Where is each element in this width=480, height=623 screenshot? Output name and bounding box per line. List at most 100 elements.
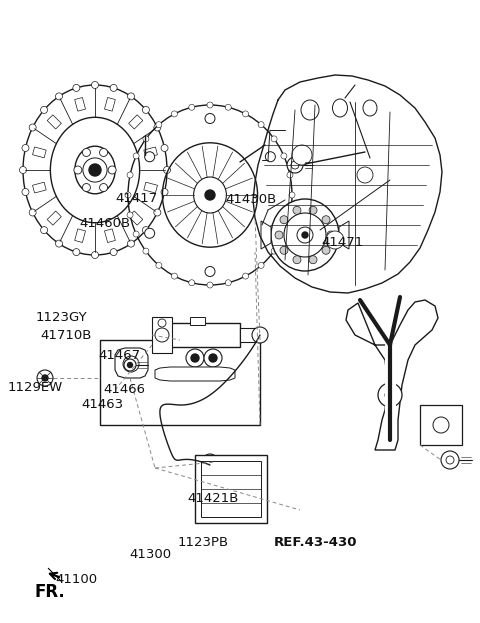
Text: 41710B: 41710B (41, 329, 92, 341)
Text: REF.43-430: REF.43-430 (274, 536, 357, 548)
Circle shape (385, 390, 395, 400)
Circle shape (326, 231, 344, 249)
Polygon shape (129, 211, 143, 225)
Circle shape (242, 111, 249, 117)
Polygon shape (144, 147, 157, 158)
Circle shape (155, 328, 169, 342)
Bar (100, 340, 260, 425)
Circle shape (293, 255, 301, 264)
Circle shape (271, 248, 277, 254)
Polygon shape (47, 115, 61, 129)
Polygon shape (115, 348, 148, 378)
Circle shape (205, 267, 215, 277)
Circle shape (191, 354, 199, 362)
Circle shape (207, 102, 213, 108)
Circle shape (327, 231, 335, 239)
Circle shape (204, 349, 222, 367)
Circle shape (92, 252, 98, 259)
Text: 41460B: 41460B (79, 217, 131, 229)
Circle shape (171, 273, 178, 279)
Circle shape (281, 231, 287, 237)
Circle shape (154, 124, 161, 131)
Polygon shape (339, 221, 349, 249)
Ellipse shape (271, 199, 339, 271)
Circle shape (433, 417, 449, 433)
Circle shape (287, 157, 303, 173)
Text: 41417: 41417 (115, 192, 157, 204)
Circle shape (209, 354, 217, 362)
Polygon shape (261, 221, 271, 249)
Circle shape (242, 273, 249, 279)
Polygon shape (346, 300, 438, 450)
Circle shape (441, 451, 459, 469)
Circle shape (309, 255, 317, 264)
Circle shape (74, 166, 82, 174)
Circle shape (128, 240, 134, 247)
Circle shape (258, 262, 264, 269)
Circle shape (252, 327, 268, 343)
Circle shape (207, 282, 213, 288)
Circle shape (108, 166, 116, 174)
Circle shape (446, 456, 454, 464)
Text: 1123PB: 1123PB (178, 536, 229, 548)
Circle shape (309, 206, 317, 214)
Circle shape (154, 209, 161, 216)
Text: 1123GY: 1123GY (36, 312, 88, 324)
Polygon shape (129, 115, 143, 129)
Circle shape (205, 190, 215, 200)
Circle shape (133, 153, 139, 159)
Circle shape (125, 192, 131, 198)
Circle shape (110, 84, 117, 92)
Circle shape (144, 228, 155, 238)
Circle shape (292, 145, 312, 165)
Circle shape (258, 121, 264, 128)
Circle shape (144, 152, 155, 162)
Circle shape (287, 212, 293, 218)
Circle shape (89, 164, 101, 176)
Text: 41467: 41467 (98, 349, 141, 361)
Circle shape (133, 231, 139, 237)
Polygon shape (33, 182, 46, 193)
Circle shape (92, 82, 98, 88)
Circle shape (171, 111, 178, 117)
Circle shape (56, 93, 62, 100)
Circle shape (161, 145, 168, 151)
Circle shape (275, 231, 283, 239)
Circle shape (164, 166, 170, 173)
Circle shape (83, 158, 107, 182)
Polygon shape (105, 97, 115, 111)
Circle shape (186, 349, 204, 367)
Circle shape (293, 206, 301, 214)
Circle shape (127, 212, 133, 218)
Circle shape (202, 454, 218, 470)
Circle shape (357, 167, 373, 183)
Circle shape (143, 107, 149, 113)
Circle shape (42, 375, 48, 381)
Polygon shape (144, 182, 157, 193)
Circle shape (158, 319, 166, 327)
Circle shape (56, 240, 62, 247)
Circle shape (205, 113, 215, 123)
Circle shape (128, 93, 134, 100)
Circle shape (291, 161, 299, 169)
Text: 41100: 41100 (55, 573, 97, 586)
Text: 41430B: 41430B (226, 193, 277, 206)
Circle shape (41, 107, 48, 113)
Circle shape (29, 209, 36, 216)
Circle shape (280, 246, 288, 254)
Circle shape (225, 104, 231, 110)
Bar (195, 455, 267, 523)
Circle shape (29, 124, 36, 131)
Circle shape (156, 262, 162, 269)
Circle shape (41, 227, 48, 234)
Circle shape (99, 184, 108, 191)
Circle shape (271, 136, 277, 142)
Circle shape (124, 359, 136, 371)
Polygon shape (75, 97, 85, 111)
Circle shape (83, 184, 90, 191)
Circle shape (281, 153, 287, 159)
Polygon shape (105, 229, 115, 242)
Bar (152, 317, 172, 353)
Circle shape (189, 280, 195, 286)
Circle shape (143, 227, 149, 234)
